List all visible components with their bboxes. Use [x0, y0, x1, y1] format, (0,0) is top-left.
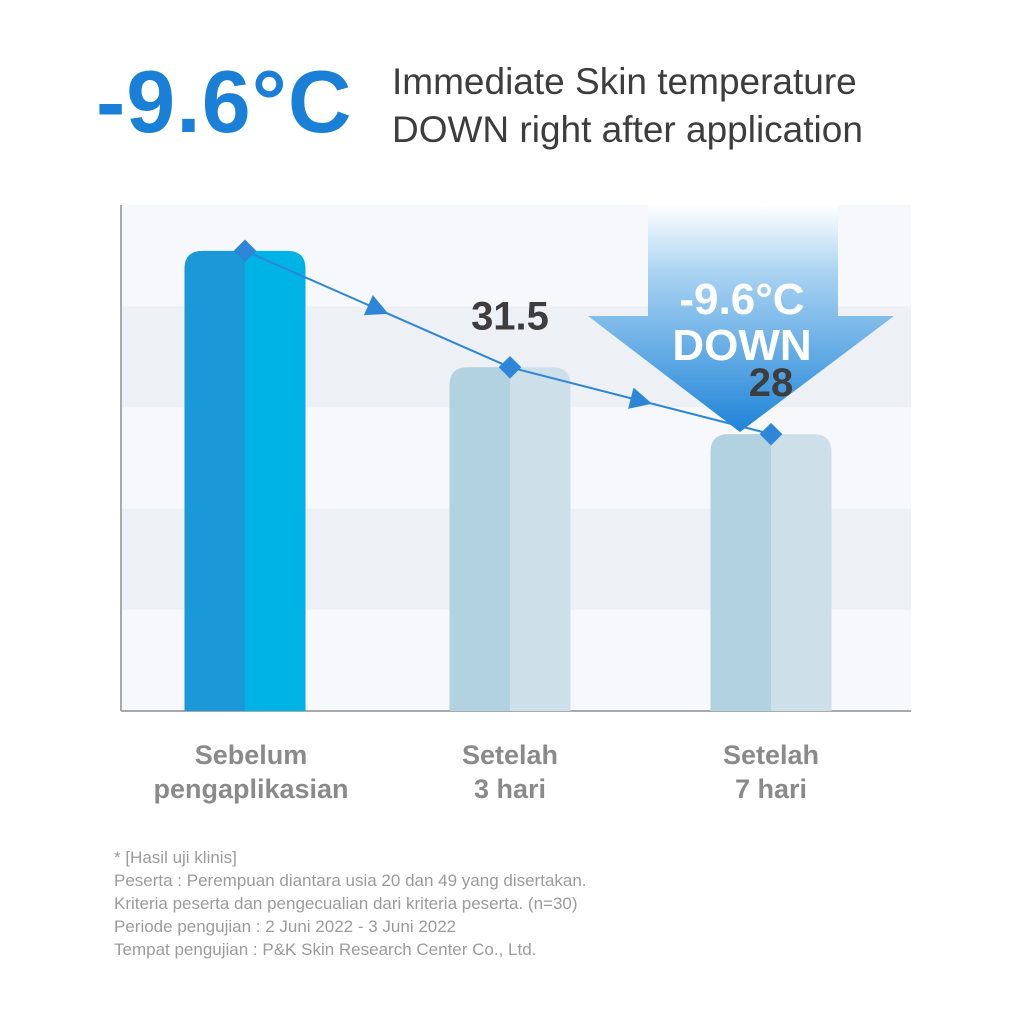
bar-left-half	[710, 434, 771, 711]
direction-arrow	[628, 387, 653, 409]
footnote: * [Hasil uji klinis] Peserta : Perempuan…	[114, 846, 587, 961]
headline-text: Immediate Skin temperature DOWN right af…	[392, 58, 863, 154]
x-tick-label-line: Setelah	[722, 740, 820, 770]
point-marker	[759, 422, 783, 446]
bar-left-half	[184, 250, 245, 711]
point-marker	[498, 355, 522, 379]
x-tick-label-line: Sebelum	[194, 740, 308, 770]
x-tick-label: Sebelum pengaplikasian	[101, 738, 401, 806]
direction-arrow	[363, 294, 389, 316]
data-label: 28	[749, 361, 794, 405]
bar	[184, 250, 306, 711]
x-tick-label: Setelah 7 hari	[621, 738, 921, 806]
footnote-line: Peserta : Perempuan diantara usia 20 dan…	[114, 871, 587, 890]
bar-right-half	[510, 367, 571, 711]
x-tick-label-line: pengaplikasian	[153, 774, 349, 804]
headline-line-2: DOWN right after application	[392, 109, 863, 150]
x-tick-label: Setelah 3 hari	[360, 738, 660, 806]
footnote-line: * [Hasil uji klinis]	[114, 848, 237, 867]
bar-right-half	[771, 434, 832, 711]
down-arrow-badge: -9.6°C DOWN	[588, 205, 894, 432]
bars	[184, 250, 832, 711]
footnote-line: Tempat pengujian : P&K Skin Research Cen…	[114, 940, 537, 959]
down-arrow-shape	[588, 205, 894, 432]
bar-left-half	[449, 367, 510, 711]
bar	[449, 367, 571, 711]
bar	[710, 434, 832, 711]
x-tick-label-line: Setelah	[461, 740, 559, 770]
footnote-line: Periode pengujian : 2 Juni 2022 - 3 Juni…	[114, 917, 457, 936]
x-tick-label-line: 7 hari	[734, 774, 808, 804]
data-labels: 31.5 28	[471, 294, 793, 405]
x-tick-label-line: 3 hari	[473, 774, 547, 804]
headline-value: -9.6°C	[96, 52, 353, 151]
data-label: 31.5	[471, 294, 549, 338]
badge-line-2: DOWN	[672, 321, 811, 370]
badge-line-1: -9.6°C	[679, 275, 804, 324]
footnote-line: Kriteria peserta dan pengecualian dari k…	[114, 894, 578, 913]
bar-right-half	[245, 250, 306, 711]
headline-line-1: Immediate Skin temperature	[392, 61, 857, 102]
